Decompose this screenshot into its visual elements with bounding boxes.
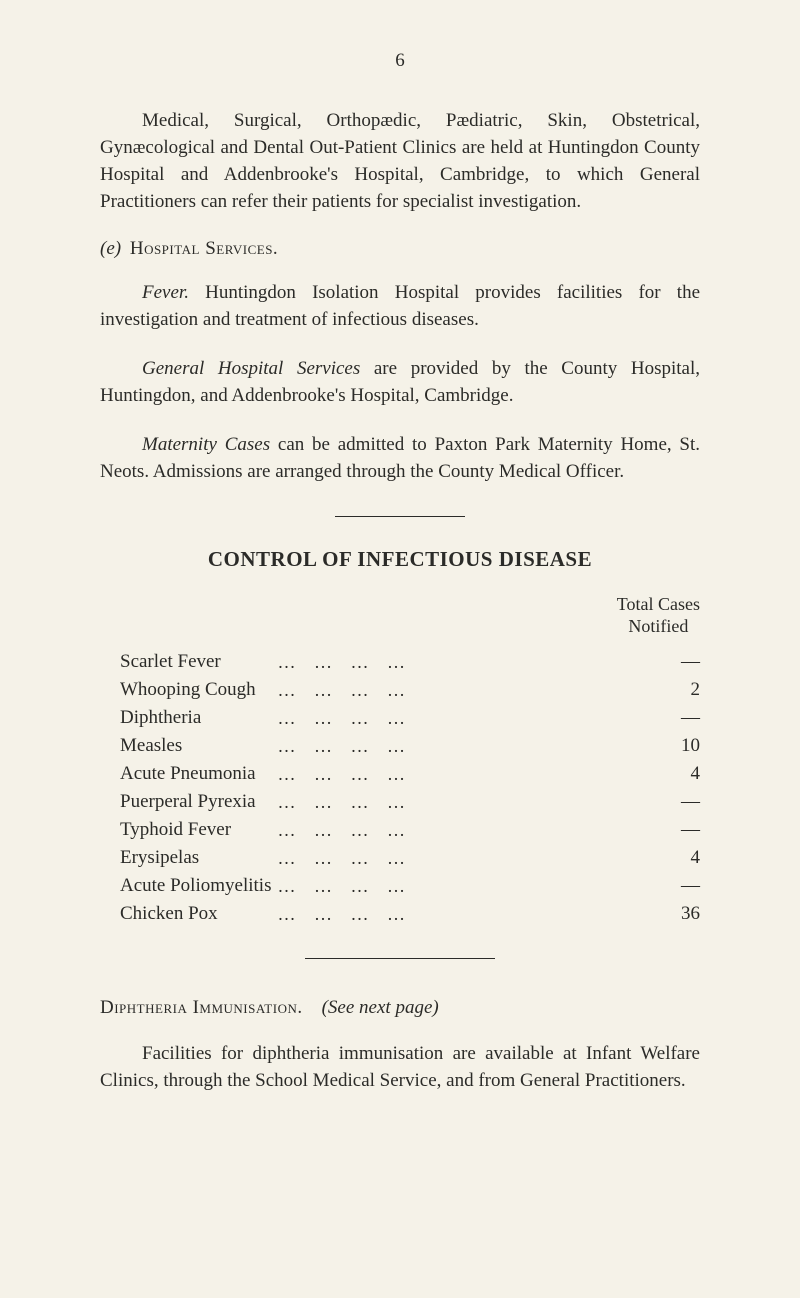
disease-value: — — [603, 816, 700, 844]
maternity-paragraph: Maternity Cases can be admitted to Paxto… — [100, 432, 700, 486]
section-e-letter: (e) — [100, 238, 121, 259]
general-paragraph: General Hospital Services are provided b… — [100, 356, 700, 410]
disease-value: 36 — [603, 900, 700, 928]
maternity-lead: Maternity Cases — [142, 434, 270, 455]
leader-dots: … … … … — [277, 816, 602, 844]
table-row: Erysipelas … … … … 4 — [120, 844, 700, 872]
disease-name: Erysipelas — [120, 844, 277, 872]
leader-dots: … … … … — [277, 760, 602, 788]
disease-name: Acute Pneumonia — [120, 760, 277, 788]
leader-dots: … … … … — [277, 872, 602, 900]
page-number: 6 — [100, 50, 700, 72]
fever-lead: Fever. — [142, 282, 189, 303]
table-row: Diphtheria … … … … — — [120, 704, 700, 732]
table-header-row: Total Cases Notified — [120, 590, 700, 648]
leader-dots: … … … … — [277, 900, 602, 928]
table-row: Acute Poliomyelitis … … … … — — [120, 872, 700, 900]
total-cases-line1: Total Cases — [617, 594, 700, 614]
table-row: Measles … … … … 10 — [120, 732, 700, 760]
disease-name: Scarlet Fever — [120, 648, 277, 676]
table-row: Scarlet Fever … … … … — — [120, 648, 700, 676]
section-e-text: Hospital Services. — [130, 238, 278, 259]
diphtheria-label: Diphtheria Immunisation. — [100, 997, 303, 1018]
disease-name: Puerperal Pyrexia — [120, 788, 277, 816]
divider-rule-2 — [305, 958, 495, 959]
general-lead: General Hospital Services — [142, 358, 360, 379]
intro-paragraph: Medical, Surgical, Orthopædic, Pædiatric… — [100, 108, 700, 216]
header-spacer-name — [120, 590, 277, 648]
disease-name: Acute Poliomyelitis — [120, 872, 277, 900]
leader-dots: … … … … — [277, 844, 602, 872]
disease-value: — — [603, 872, 700, 900]
disease-value: — — [603, 648, 700, 676]
control-heading: CONTROL OF INFECTIOUS DISEASE — [100, 547, 700, 572]
fever-body-text: Huntingdon Isolation Hospital provides f… — [100, 282, 700, 330]
disease-name: Whooping Cough — [120, 676, 277, 704]
disease-value: 4 — [603, 844, 700, 872]
disease-table-wrap: Total Cases Notified Scarlet Fever … … …… — [100, 590, 700, 928]
table-row: Typhoid Fever … … … … — — [120, 816, 700, 844]
disease-name: Chicken Pox — [120, 900, 277, 928]
leader-dots: … … … … — [277, 648, 602, 676]
document-page: 6 Medical, Surgical, Orthopædic, Pædiatr… — [0, 0, 800, 1298]
header-spacer-leader — [277, 590, 602, 648]
total-cases-header: Total Cases Notified — [603, 590, 700, 648]
disease-value: — — [603, 788, 700, 816]
leader-dots: … … … … — [277, 732, 602, 760]
table-row: Chicken Pox … … … … 36 — [120, 900, 700, 928]
disease-value: 10 — [603, 732, 700, 760]
disease-value: 4 — [603, 760, 700, 788]
table-row: Puerperal Pyrexia … … … … — — [120, 788, 700, 816]
diphtheria-immunisation-line: Diphtheria Immunisation. (See next page) — [100, 997, 700, 1019]
total-cases-line2: Notified — [628, 616, 688, 636]
see-next-page: (See next page) — [322, 997, 439, 1018]
divider-rule — [335, 516, 465, 517]
disease-name: Typhoid Fever — [120, 816, 277, 844]
section-e-label: (e) Hospital Services. — [100, 238, 700, 260]
table-row: Whooping Cough … … … … 2 — [120, 676, 700, 704]
disease-name: Diphtheria — [120, 704, 277, 732]
disease-value: 2 — [603, 676, 700, 704]
disease-name: Measles — [120, 732, 277, 760]
disease-value: — — [603, 704, 700, 732]
leader-dots: … … … … — [277, 676, 602, 704]
table-row: Acute Pneumonia … … … … 4 — [120, 760, 700, 788]
disease-table: Total Cases Notified Scarlet Fever … … …… — [120, 590, 700, 928]
leader-dots: … … … … — [277, 704, 602, 732]
fever-paragraph: Fever. Huntingdon Isolation Hospital pro… — [100, 280, 700, 334]
leader-dots: … … … … — [277, 788, 602, 816]
facilities-paragraph: Facilities for diphtheria immunisation a… — [100, 1041, 700, 1095]
